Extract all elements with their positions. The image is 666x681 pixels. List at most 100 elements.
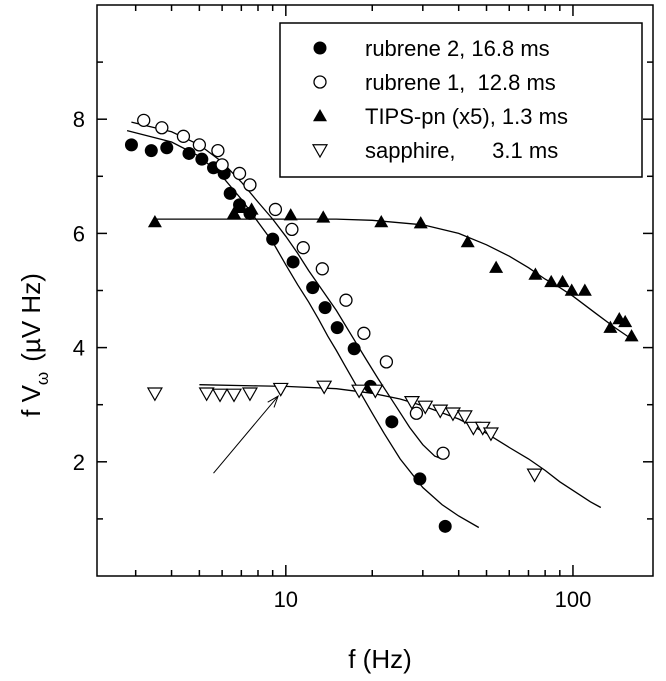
data-point (211, 143, 225, 158)
data-point (577, 283, 592, 296)
data-point (160, 141, 174, 155)
data-point (223, 186, 237, 200)
annotation-arrow-shaft (213, 395, 279, 474)
data-point (438, 519, 452, 533)
data-point (444, 407, 461, 422)
data-point (266, 232, 280, 246)
x-axis-label: f (Hz) (348, 644, 412, 674)
data-point (268, 202, 283, 217)
series-2 (147, 200, 639, 342)
data-point (155, 121, 169, 135)
data-point (347, 342, 361, 356)
y-axis-label-group: f Vω (µV Hz) (16, 273, 52, 417)
series-1 (131, 113, 450, 460)
y-axis-label: f Vω (µV Hz) (16, 273, 52, 417)
data-point (146, 387, 163, 402)
data-point (315, 262, 329, 276)
data-point (409, 406, 424, 420)
legend-label: TIPS-pn (x5), 1.3 ms (365, 104, 568, 129)
y-tick-label: 8 (73, 107, 85, 132)
data-point (403, 395, 421, 411)
y-axis-label-main: f V (16, 384, 46, 416)
data-point (244, 202, 259, 215)
data-point (330, 321, 344, 335)
data-point (528, 267, 543, 280)
data-point (243, 178, 257, 192)
data-point (374, 214, 389, 228)
data-point (413, 216, 428, 229)
data-point (436, 446, 450, 460)
legend-label: rubrene 1, 12.8 ms (365, 70, 556, 95)
data-point (432, 404, 449, 419)
y-axis-label-unit: (µV Hz) (16, 273, 46, 362)
data-point (241, 387, 258, 402)
data-point (367, 384, 384, 399)
legend-label: sapphire, 3.1 ms (365, 138, 558, 163)
data-point (225, 388, 243, 403)
data-point (234, 200, 249, 213)
axes: 2 4 6 8 10 100 (73, 4, 654, 612)
x-tick-label: 10 (274, 587, 298, 612)
data-point (306, 281, 320, 295)
legend: rubrene 2, 16.8 ms rubrene 1, 12.8 ms TIPS… (279, 22, 643, 178)
legend-marker (313, 109, 327, 122)
data-point (195, 152, 209, 166)
data-point (296, 241, 310, 255)
annotation-arrow-head (267, 395, 280, 408)
data-point (351, 384, 368, 399)
data-point (555, 274, 570, 288)
data-point (489, 260, 504, 273)
y-tick-label: 2 (73, 450, 85, 475)
data-point (285, 222, 299, 237)
y-tick-label: 4 (73, 336, 85, 361)
data-point (603, 320, 618, 333)
legend-marker (311, 144, 329, 159)
data-point (272, 382, 289, 397)
x-tick-label: 100 (555, 587, 592, 612)
data-point (357, 326, 371, 340)
legend-marker (313, 41, 327, 55)
data-point (144, 144, 158, 158)
series-3 (146, 380, 602, 509)
data-point (316, 210, 331, 223)
data-point (379, 355, 394, 369)
data-point (460, 234, 475, 248)
legend-label: rubrene 2, 16.8 ms (365, 36, 550, 61)
data-point (215, 158, 229, 172)
data-point (176, 129, 191, 143)
data-point (564, 283, 579, 296)
data-point (192, 138, 207, 152)
data-point (339, 293, 353, 307)
legend-box (279, 22, 643, 178)
data-point (456, 410, 473, 425)
data-point (618, 314, 633, 328)
data-point (318, 301, 332, 315)
data-point (482, 427, 499, 442)
fit-line (154, 218, 632, 340)
data-point (198, 387, 215, 402)
data-point (137, 113, 151, 127)
data-point (544, 274, 559, 288)
data-point (385, 415, 399, 429)
fit-line (199, 384, 602, 509)
data-point (147, 214, 162, 228)
data-point (227, 206, 242, 219)
data-point (232, 166, 247, 181)
plot-area (124, 113, 639, 533)
data-point (211, 388, 229, 403)
data-point (283, 208, 298, 221)
fit-line (126, 129, 480, 529)
y-axis-label-subscript: ω (33, 372, 52, 385)
data-point (316, 380, 333, 395)
data-point (413, 472, 427, 486)
y-tick-label: 6 (73, 221, 85, 246)
data-point (182, 146, 196, 160)
series-0 (124, 129, 480, 533)
data-point (526, 468, 543, 483)
data-point (624, 329, 639, 342)
data-point (286, 255, 300, 269)
data-point (124, 138, 138, 152)
data-point (417, 400, 434, 415)
legend-marker (313, 75, 327, 89)
